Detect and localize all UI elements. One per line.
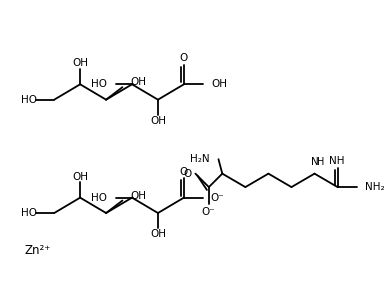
- Text: O⁻: O⁻: [211, 193, 224, 203]
- Text: OH: OH: [72, 171, 88, 182]
- Text: OH: OH: [212, 79, 228, 89]
- Text: HO: HO: [91, 79, 107, 89]
- Text: O: O: [183, 169, 192, 179]
- Text: OH: OH: [72, 58, 88, 68]
- Text: O⁻: O⁻: [201, 207, 215, 217]
- Text: OH: OH: [150, 229, 166, 239]
- Text: H: H: [317, 157, 324, 167]
- Text: NH₂: NH₂: [365, 182, 385, 192]
- Text: Zn²⁺: Zn²⁺: [24, 244, 51, 257]
- Text: OH: OH: [150, 116, 166, 126]
- Text: NH: NH: [329, 156, 344, 166]
- Text: OH: OH: [130, 77, 146, 87]
- Text: H₂N: H₂N: [190, 154, 210, 164]
- Text: O: O: [180, 167, 188, 177]
- Text: O: O: [180, 53, 188, 64]
- Text: HO: HO: [21, 95, 37, 105]
- Text: HO: HO: [91, 193, 107, 203]
- Text: N: N: [311, 157, 319, 167]
- Text: OH: OH: [130, 191, 146, 201]
- Text: HO: HO: [21, 208, 37, 218]
